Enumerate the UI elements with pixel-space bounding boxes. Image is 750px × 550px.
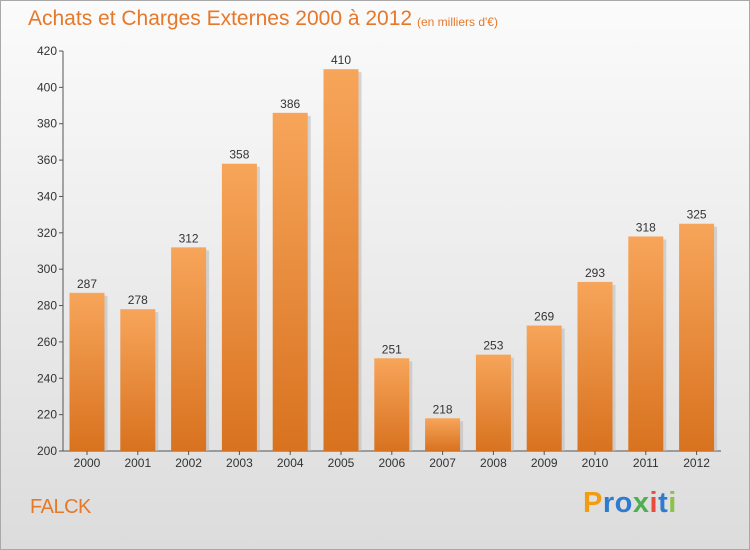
bar-value-label: 312 [179, 231, 199, 245]
bar-value-label: 325 [687, 208, 707, 222]
bar-value-label: 410 [331, 53, 351, 67]
bar-value-label: 318 [636, 220, 656, 234]
logo-letter: P [583, 487, 603, 519]
bar-value-label: 269 [534, 310, 554, 324]
bar-value-label: 293 [585, 266, 605, 280]
y-tick-label: 260 [37, 335, 57, 349]
bar-value-label: 287 [77, 277, 97, 291]
bar-value-label: 251 [382, 342, 402, 356]
y-tick-label: 320 [37, 226, 57, 240]
y-tick-label: 400 [37, 80, 57, 94]
bar [171, 247, 207, 451]
logo-letter: i [668, 487, 677, 519]
place-name: FALCK [30, 496, 91, 518]
proxiti-logo: Proxiti [583, 487, 677, 520]
x-tick-label: 2000 [74, 456, 101, 470]
bar [628, 236, 664, 451]
x-tick-label: 2007 [429, 456, 456, 470]
bar [577, 281, 613, 451]
bar [323, 69, 359, 451]
logo-letter: r [602, 487, 615, 519]
bar [425, 418, 461, 451]
y-tick-label: 280 [37, 299, 57, 313]
y-tick-label: 360 [37, 153, 57, 167]
chart-title: Achats et Charges Externes 2000 à 2012 [28, 7, 413, 30]
y-tick-label: 240 [37, 371, 57, 385]
bar-value-label: 386 [280, 97, 300, 111]
x-tick-label: 2002 [175, 456, 202, 470]
x-tick-label: 2008 [480, 456, 507, 470]
bar [69, 292, 105, 451]
bar [679, 223, 715, 451]
bar [221, 163, 257, 451]
bar [120, 309, 156, 451]
x-tick-label: 2003 [226, 456, 253, 470]
bar-value-label: 253 [483, 339, 503, 353]
logo-letter: t [658, 487, 669, 519]
x-tick-label: 2001 [124, 456, 151, 470]
x-tick-label: 2012 [683, 456, 710, 470]
x-tick-label: 2004 [277, 456, 304, 470]
logo-letter: i [649, 487, 659, 519]
y-tick-label: 200 [37, 444, 57, 458]
x-tick-label: 2005 [328, 456, 355, 470]
x-tick-label: 2011 [633, 456, 659, 470]
y-tick-label: 420 [37, 44, 57, 58]
logo-letter: o [614, 487, 633, 519]
x-tick-label: 2006 [378, 456, 405, 470]
logo-letter: x [632, 487, 650, 519]
y-tick-label: 340 [37, 189, 57, 203]
bar [272, 112, 308, 452]
bar [475, 354, 511, 451]
y-tick-label: 380 [37, 117, 57, 131]
chart-unit: (en milliers d'€) [417, 15, 498, 29]
y-tick-label: 220 [37, 408, 57, 422]
x-tick-label: 2009 [531, 456, 558, 470]
x-tick-label: 2010 [582, 456, 609, 470]
bar-value-label: 278 [128, 293, 148, 307]
bar [374, 358, 410, 451]
bar-value-label: 358 [229, 148, 249, 162]
bar [526, 325, 562, 451]
bar-value-label: 218 [433, 402, 453, 416]
y-tick-label: 300 [37, 262, 57, 276]
